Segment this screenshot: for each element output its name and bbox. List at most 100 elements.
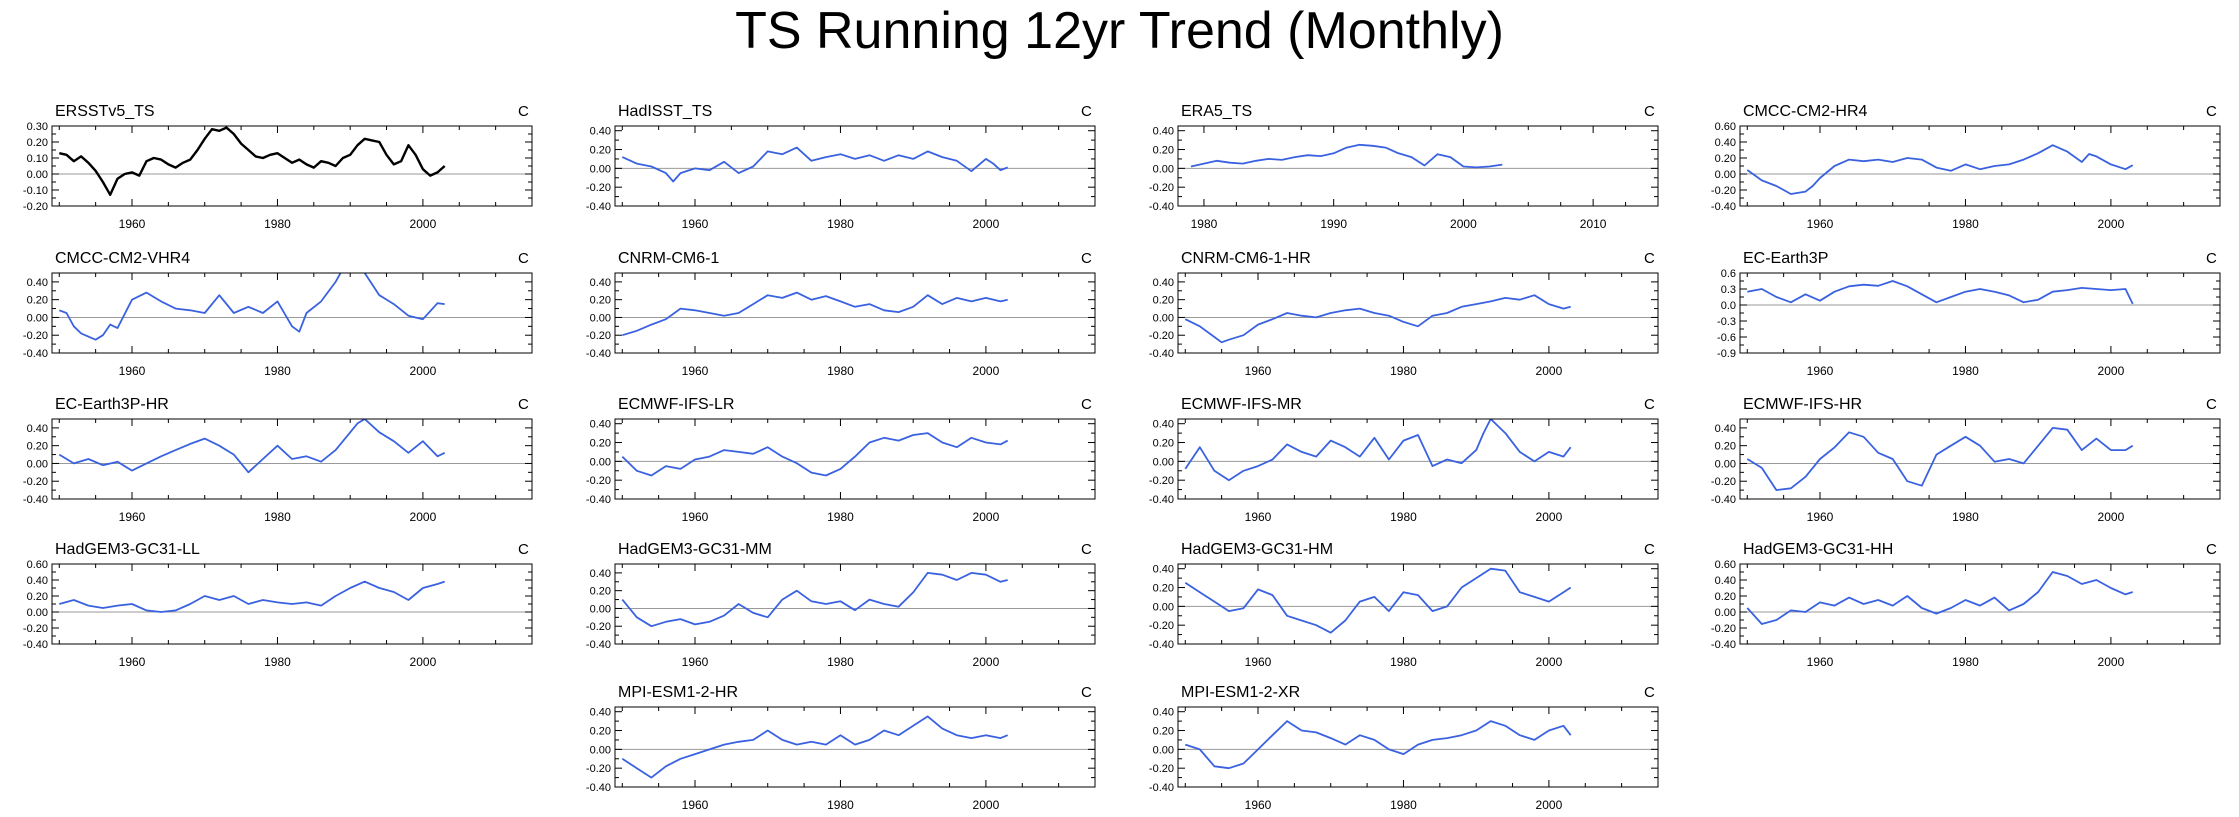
panel-title: EC-Earth3P-HR — [55, 396, 169, 413]
y-tick-label: 0.3 — [1721, 284, 1736, 296]
y-tick-label: 0.00 — [27, 458, 48, 470]
plot-frame — [614, 563, 1096, 645]
chart-panel: CMCC-CM2-HR4 C -0.40 -0.20 0.00 0.20 0.40 0.60 1… — [1711, 103, 2221, 231]
x-tick-label: 2000 — [973, 655, 1000, 669]
y-tick-label: -0.20 — [1149, 620, 1174, 632]
chart-panel: ECMWF-IFS-LR C -0.40 -0.20 0.00 0.20 0.40 1960 1… — [586, 396, 1096, 524]
series-line — [58, 273, 445, 341]
y-tick-label: 0.40 — [1153, 277, 1174, 289]
y-tick-label: -0.20 — [23, 476, 48, 488]
x-tick-label: 1980 — [264, 510, 291, 524]
x-tick-label: 1960 — [682, 798, 709, 812]
panel-units: C — [1644, 250, 1655, 267]
y-tick-label: -0.40 — [586, 782, 611, 794]
panel-title: EC-Earth3P — [1743, 250, 1828, 267]
y-tick-label: -0.40 — [1149, 201, 1174, 213]
y-tick-label: 0.20 — [590, 295, 611, 307]
x-tick-label: 1980 — [264, 217, 291, 231]
panel-title: HadGEM3-GC31-MM — [618, 541, 772, 558]
y-tick-label: -0.20 — [23, 623, 48, 635]
chart-panel: HadGEM3-GC31-HM C -0.40 -0.20 0.00 0.20 0.40 19… — [1149, 541, 1659, 669]
y-tick-label: -0.40 — [23, 494, 48, 506]
plot-frame — [614, 706, 1096, 788]
x-tick-label: 1980 — [1390, 364, 1417, 378]
x-tick-label: 2000 — [973, 364, 1000, 378]
panel-units: C — [1081, 103, 1092, 120]
x-tick-label: 1960 — [1807, 510, 1834, 524]
series-line — [621, 572, 1008, 628]
chart-panel: HadISST_TS C -0.40 -0.20 0.00 0.20 0.40 1960 198… — [586, 103, 1096, 231]
y-tick-label: -0.40 — [586, 348, 611, 360]
panel-title: HadGEM3-GC31-LL — [55, 541, 200, 558]
panel-units: C — [518, 396, 529, 413]
series-line — [621, 432, 1009, 477]
y-tick-label: -0.40 — [586, 494, 611, 506]
x-tick-label: 2000 — [410, 217, 437, 231]
y-tick-label: 0.6 — [1721, 268, 1736, 280]
panel-units: C — [1644, 103, 1655, 120]
x-tick-label: 1960 — [682, 217, 709, 231]
x-tick-label: 2000 — [2098, 217, 2125, 231]
series-line — [621, 715, 1009, 779]
y-tick-label: 0.40 — [27, 423, 48, 435]
x-tick-label: 1980 — [1952, 364, 1979, 378]
x-tick-label: 1980 — [1390, 655, 1417, 669]
x-tick-label: 1980 — [827, 798, 854, 812]
y-tick-label: 0.20 — [590, 438, 611, 450]
y-tick-label: 0.20 — [1153, 295, 1174, 307]
y-tick-label: -0.10 — [23, 185, 48, 197]
x-tick-label: 1980 — [827, 217, 854, 231]
chart-panel: EC-Earth3P C -0.9 -0.6 -0.3 0.0 0.3 0.6 1960 1980… — [1717, 250, 2221, 378]
series-line — [1747, 280, 2134, 305]
x-tick-label: 1960 — [1807, 217, 1834, 231]
panel-units: C — [1081, 684, 1092, 701]
y-tick-label: 0.20 — [590, 726, 611, 738]
chart-panel: ERSSTv5_TS C -0.20 -0.10 0.00 0.10 0.20 0.30 196… — [23, 103, 533, 231]
series-line — [59, 580, 445, 613]
plot-frame — [1177, 563, 1659, 645]
x-tick-label: 1990 — [1320, 217, 1347, 231]
series-line — [58, 419, 446, 474]
y-tick-label: -0.20 — [586, 330, 611, 342]
x-tick-label: 1960 — [1807, 364, 1834, 378]
x-tick-label: 2000 — [410, 510, 437, 524]
panel-units: C — [1081, 250, 1092, 267]
chart-panel: ECMWF-IFS-MR C -0.40 -0.20 0.00 0.20 0.40 1960 1… — [1149, 396, 1659, 524]
x-tick-label: 2000 — [1536, 798, 1563, 812]
chart-panel: EC-Earth3P-HR C -0.40 -0.20 0.00 0.20 0.40 1960… — [23, 396, 533, 524]
y-tick-label: 0.00 — [1153, 601, 1174, 613]
y-tick-label: -0.20 — [1149, 763, 1174, 775]
y-tick-label: 0.20 — [27, 137, 48, 149]
panel-units: C — [1644, 684, 1655, 701]
x-tick-label: 1960 — [1245, 655, 1272, 669]
x-tick-label: 1960 — [119, 364, 146, 378]
x-tick-label: 1960 — [682, 655, 709, 669]
y-tick-label: 0.40 — [1153, 126, 1174, 138]
panel-units: C — [2206, 250, 2217, 267]
x-tick-label: 1980 — [1952, 510, 1979, 524]
y-tick-label: -0.3 — [1717, 316, 1736, 328]
y-tick-label: 0.00 — [1153, 744, 1174, 756]
panel-title: ECMWF-IFS-LR — [618, 396, 734, 413]
chart-panel: MPI-ESM1-2-XR C -0.40 -0.20 0.00 0.20 0.40 1960… — [1149, 684, 1659, 812]
y-tick-label: 0.00 — [590, 312, 611, 324]
y-tick-label: -0.20 — [1149, 475, 1174, 487]
y-tick-label: 0.60 — [27, 559, 48, 571]
panel-units: C — [2206, 103, 2217, 120]
plot-frame — [1177, 418, 1659, 500]
x-tick-label: 1980 — [1952, 655, 1979, 669]
y-tick-label: -0.40 — [1149, 782, 1174, 794]
y-tick-label: 0.40 — [1153, 419, 1174, 431]
x-tick-label: 1980 — [264, 655, 291, 669]
panel-title: ERA5_TS — [1181, 103, 1252, 120]
y-tick-label: 0.0 — [1721, 300, 1736, 312]
x-tick-label: 1960 — [1245, 798, 1272, 812]
panel-title: ECMWF-IFS-HR — [1743, 396, 1862, 413]
y-tick-label: 0.60 — [1715, 559, 1736, 571]
chart-panel: ECMWF-IFS-HR C -0.40 -0.20 0.00 0.20 0.40 1960 1… — [1711, 396, 2221, 524]
y-tick-label: 0.20 — [1153, 145, 1174, 157]
page-title: TS Running 12yr Trend (Monthly) — [735, 2, 1504, 60]
plot-frame — [1739, 418, 2221, 500]
y-tick-label: -0.20 — [586, 621, 611, 633]
x-tick-label: 1980 — [1390, 510, 1417, 524]
